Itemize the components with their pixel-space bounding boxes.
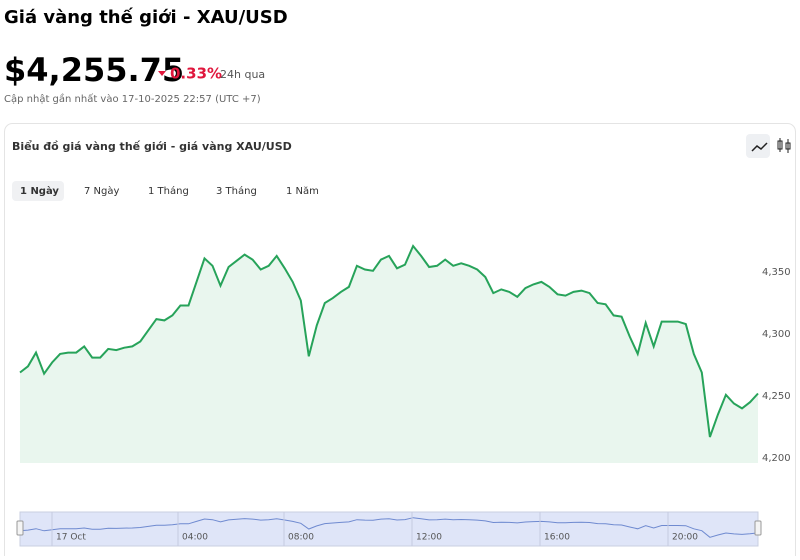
y-tick-label: 4,200 <box>762 453 791 464</box>
line-icon <box>751 142 768 152</box>
navigator-handle[interactable] <box>754 520 762 536</box>
y-tick-label: 4,300 <box>762 329 791 340</box>
down-arrow <box>158 71 166 76</box>
navigator-label: 17 Oct <box>56 533 86 543</box>
price: $4,255.75 <box>4 51 184 89</box>
tab[interactable]: 1 Tháng <box>148 185 189 197</box>
tab[interactable]: 1 Ngày <box>20 185 59 197</box>
navigator-handle[interactable] <box>16 520 24 536</box>
y-tick-label: 4,250 <box>762 391 791 402</box>
tab-active-bg <box>12 181 64 201</box>
navigator-label: 20:00 <box>672 533 698 543</box>
area <box>20 246 758 463</box>
price-line <box>19 244 759 438</box>
y-tick-label: 4,350 <box>762 267 791 278</box>
tab[interactable]: 3 Tháng <box>216 185 257 197</box>
navigator[interactable] <box>19 511 759 547</box>
period: 24h qua <box>220 68 265 81</box>
navigator-label: 08:00 <box>288 533 314 543</box>
navigator-label: 04:00 <box>182 533 208 543</box>
navigator-label: 16:00 <box>544 533 570 543</box>
card-title: Biểu đồ giá vàng thế giới - giá vàng XAU… <box>12 140 292 153</box>
tab[interactable]: 7 Ngày <box>84 185 119 197</box>
page-title: Giá vàng thế giới - XAU/USD <box>4 7 288 28</box>
navigator-line <box>19 517 759 538</box>
candle-icon[interactable] <box>777 138 791 153</box>
tab[interactable]: 1 Năm <box>286 186 319 197</box>
change: 0.33% <box>170 65 222 83</box>
navigator-label: 12:00 <box>416 533 442 543</box>
updated: Cập nhật gần nhất vào 17-10-2025 22:57 (… <box>4 93 261 105</box>
